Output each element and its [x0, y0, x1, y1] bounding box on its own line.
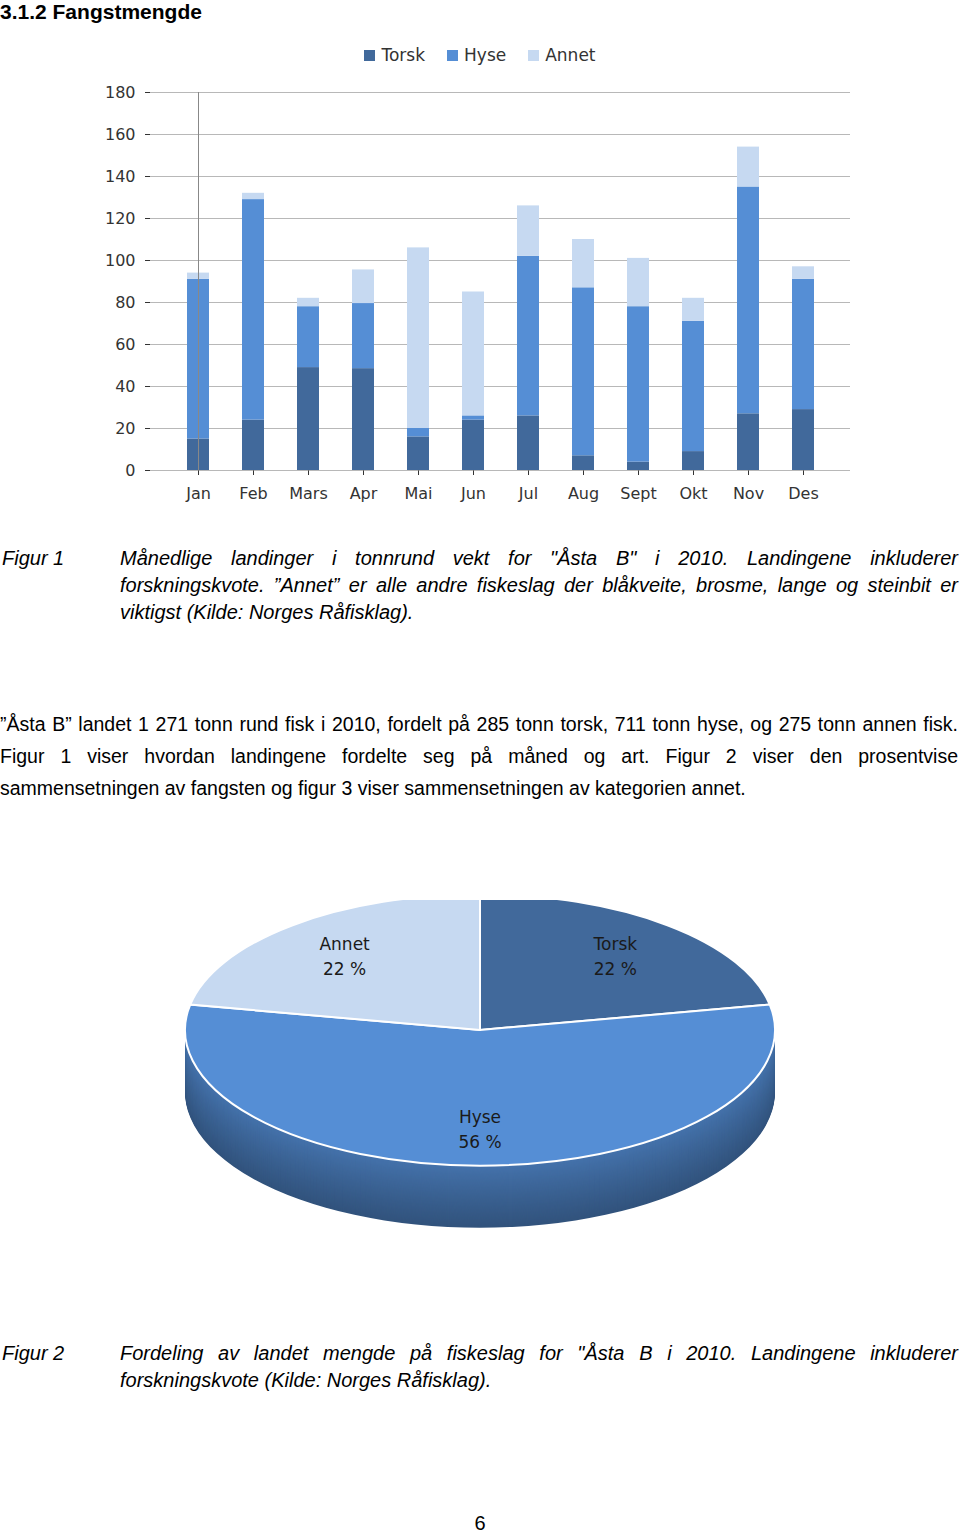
svg-text:Jun: Jun [460, 484, 486, 503]
svg-text:80: 80 [115, 293, 135, 312]
svg-text:Okt: Okt [679, 484, 707, 503]
svg-text:20: 20 [115, 419, 135, 438]
html-text:Hyse: Hyse [464, 45, 507, 65]
svg-text:140: 140 [105, 167, 136, 186]
html-text:6: 6 [474, 1512, 486, 1534]
svg-text:160: 160 [105, 125, 136, 144]
svg-text:Torsk22 %: Torsk22 % [593, 934, 638, 980]
svg-text:Aug: Aug [568, 484, 599, 503]
svg-text:Mai: Mai [404, 484, 432, 503]
svg-text:Mars: Mars [289, 484, 328, 503]
html-text:”Åsta B” landet 1 271 tonn run: ”Åsta B” landet 1 271 tonn rund fisk i 2… [0, 713, 958, 799]
svg-text:100: 100 [105, 251, 136, 270]
svg-text:Sept: Sept [620, 484, 656, 503]
svg-text:Jul: Jul [518, 484, 538, 503]
svg-text:Apr: Apr [350, 484, 378, 503]
svg-text:180: 180 [105, 83, 136, 102]
html-text:Månedlige landinger i tonnrund: Månedlige landinger i tonnrund vekt for … [120, 547, 958, 623]
html-text:Fordeling av landet mengde på: Fordeling av landet mengde på fiskeslag … [120, 1342, 958, 1391]
svg-text:Des: Des [788, 484, 819, 503]
svg-text:0: 0 [125, 461, 135, 480]
svg-text:Jan: Jan [185, 484, 211, 503]
svg-text:40: 40 [115, 377, 135, 396]
svg-text:Feb: Feb [239, 484, 267, 503]
svg-text:Hyse56 %: Hyse56 % [458, 1107, 501, 1153]
html-text:3.1.2 Fangstmengde: 3.1.2 Fangstmengde [0, 0, 202, 23]
svg-text:120: 120 [105, 209, 136, 228]
svg-text:60: 60 [115, 335, 135, 354]
html-text:Figur 2: Figur 2 [2, 1342, 65, 1364]
html-text:Figur 1: Figur 1 [2, 547, 65, 569]
svg-text:Annet22 %: Annet22 % [319, 934, 370, 980]
html-text:Torsk: Torsk [381, 45, 425, 65]
html-text:Annet: Annet [545, 45, 596, 65]
svg-text:Nov: Nov [733, 484, 764, 503]
